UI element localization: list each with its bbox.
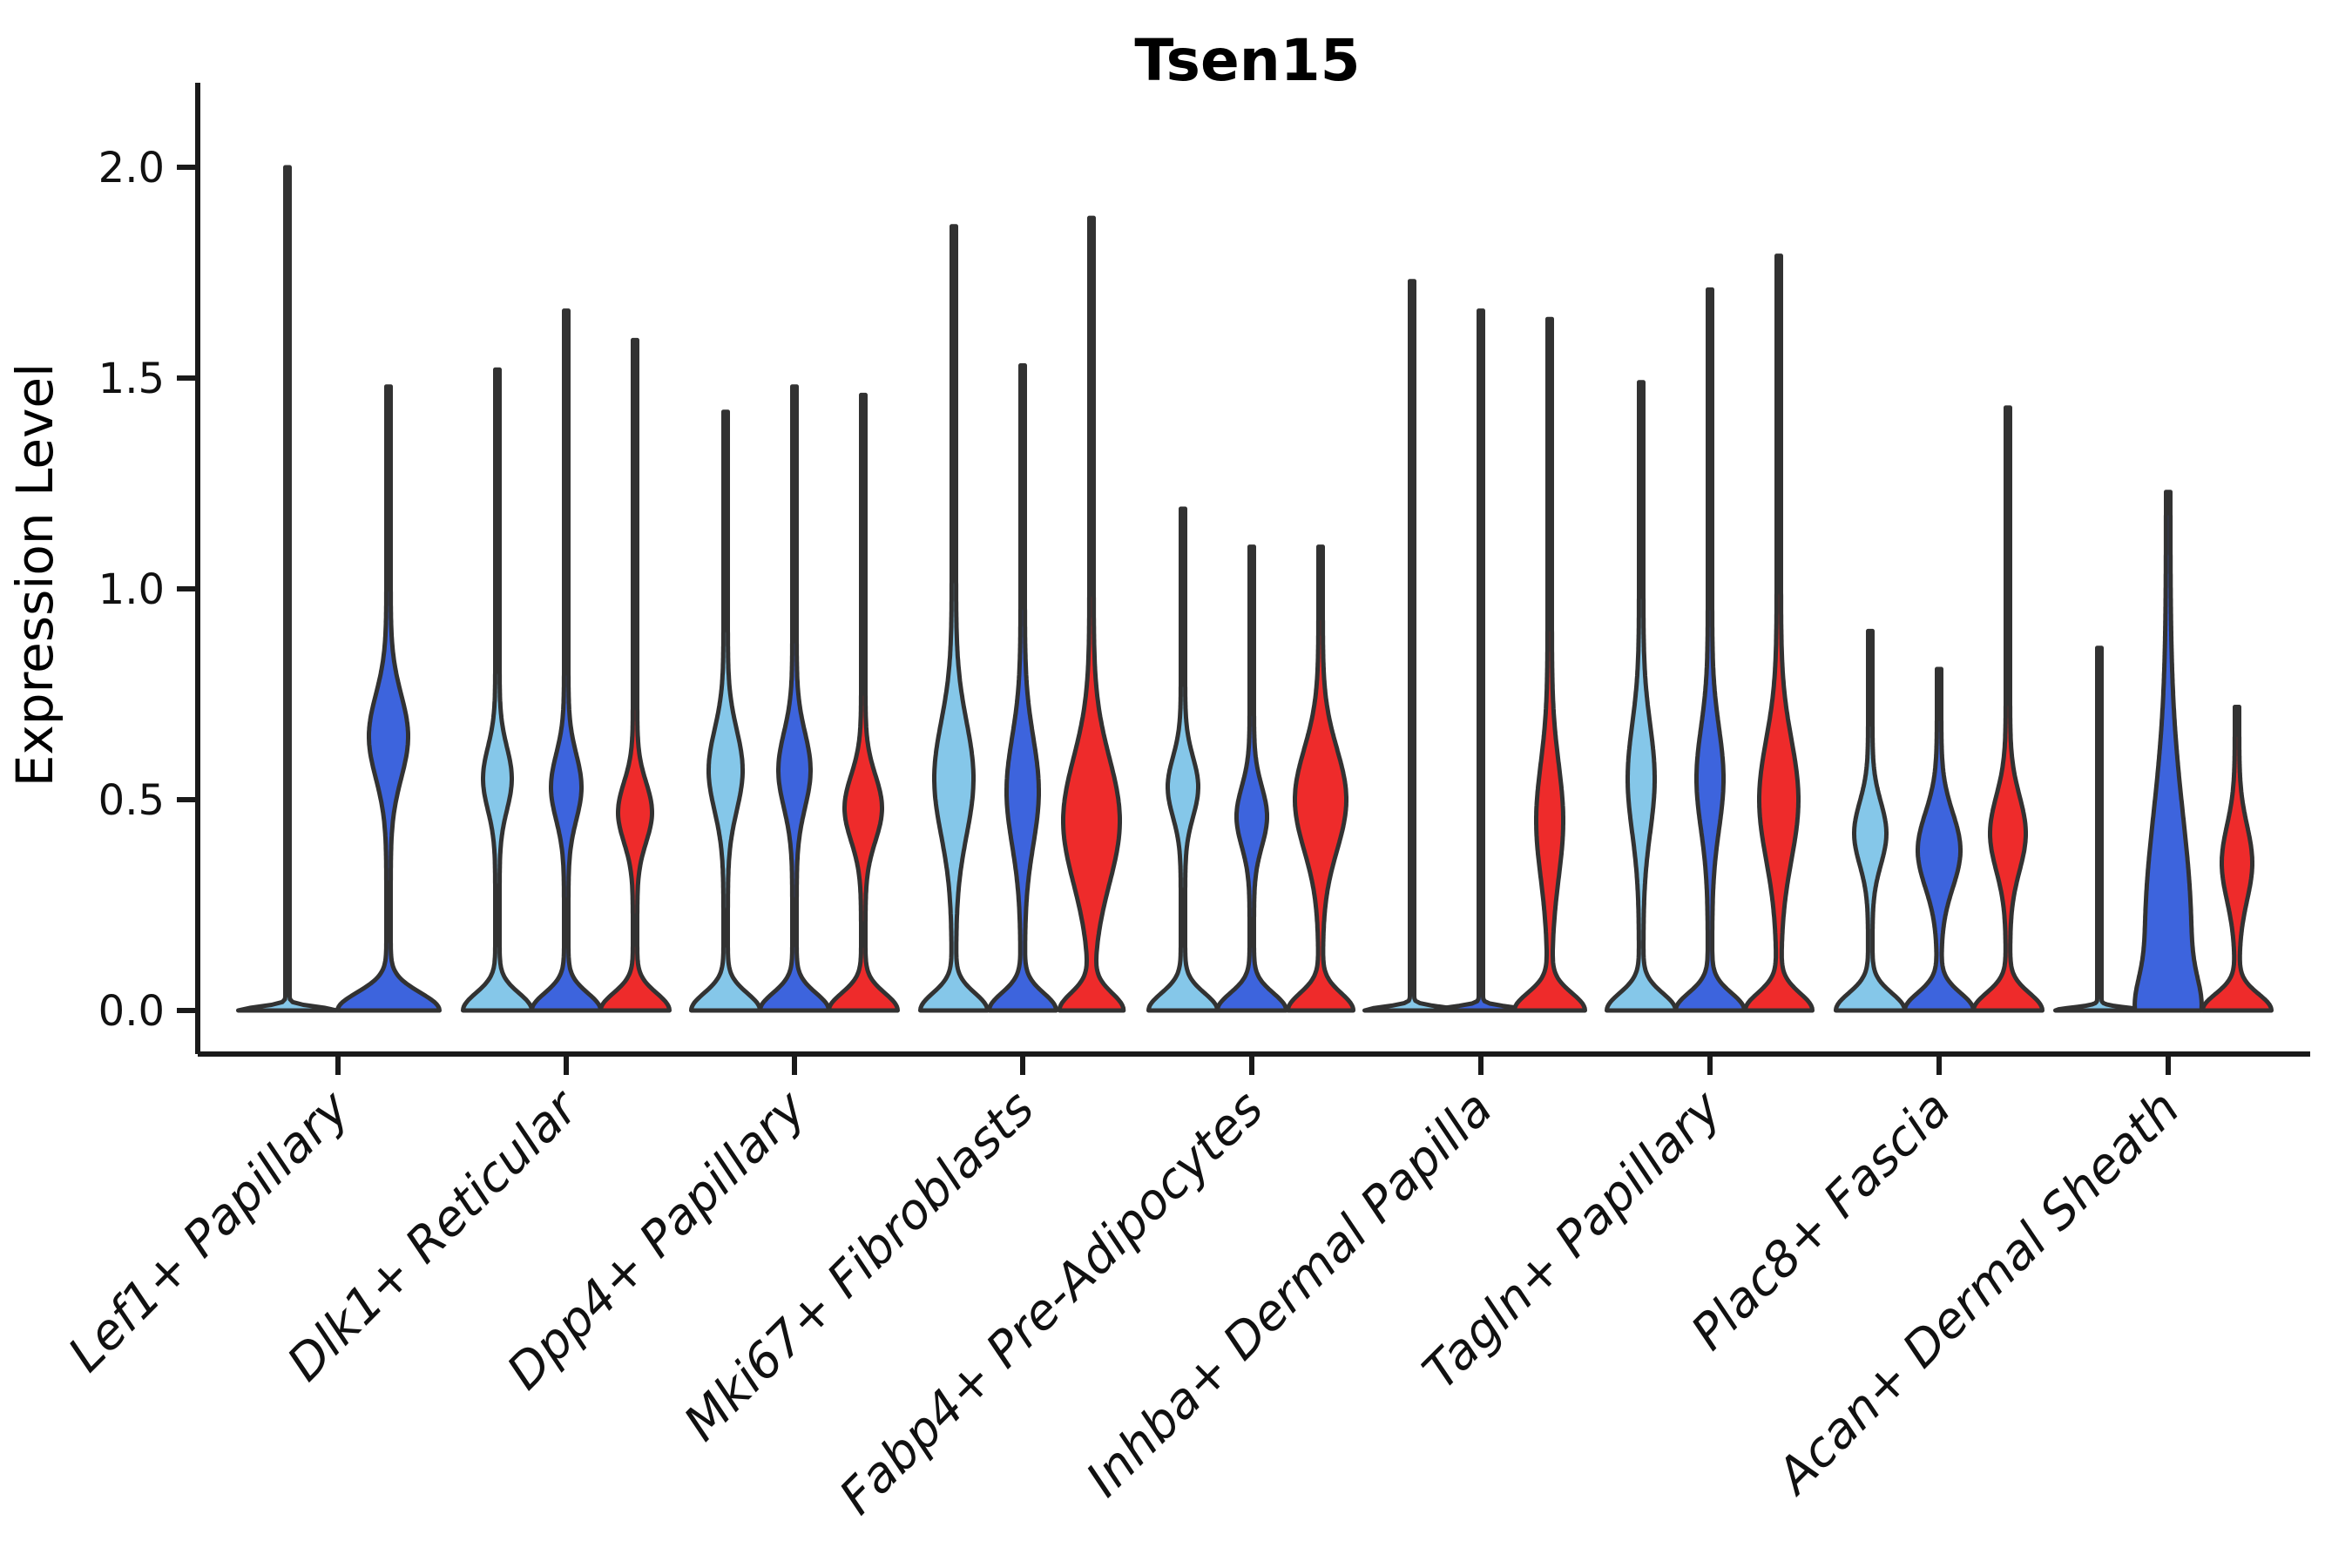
violin-Dlk1+-light_blue: [461, 367, 534, 1013]
violin-Tagln+-light_blue: [1605, 380, 1678, 1013]
violin-Mki67+-light_blue: [918, 224, 990, 1013]
violin-Acan+-red: [2200, 705, 2274, 1013]
violin-Lef1+-light_blue: [236, 165, 339, 1013]
violin-Mki67+-dark_blue: [987, 363, 1058, 1013]
violin-Dlk1+-dark_blue: [530, 308, 603, 1013]
violin-Acan+-dark_blue: [2132, 490, 2204, 1013]
violin-Lef1+-dark_blue: [335, 384, 442, 1013]
violin-Plac8+-light_blue: [1834, 628, 1907, 1013]
violin-Plac8+-red: [1971, 405, 2044, 1013]
violin-Inhba+-dark_blue: [1431, 308, 1531, 1013]
violin-Dpp4+-light_blue: [689, 409, 762, 1013]
violin-Tagln+-red: [1743, 253, 1815, 1013]
violin-Dpp4+-red: [827, 392, 900, 1013]
violin-Mki67+-red: [1057, 215, 1126, 1013]
violins-layer: [236, 165, 2274, 1013]
violin-Dpp4+-dark_blue: [758, 384, 831, 1013]
chart-title: Tsen15: [1134, 27, 1360, 94]
y-tick-label: 2.0: [98, 144, 165, 193]
violin-Plac8+-dark_blue: [1903, 666, 1976, 1013]
y-tick-label: 1.5: [98, 355, 165, 403]
y-axis-label: Expression Level: [5, 363, 64, 787]
violin-Inhba+-red: [1512, 316, 1587, 1013]
y-tick-label: 0.0: [98, 987, 165, 1036]
y-tick-label: 0.5: [98, 776, 165, 825]
violin-Dlk1+-red: [598, 337, 672, 1013]
violin-Acan+-light_blue: [2053, 645, 2146, 1013]
violin-Inhba+-light_blue: [1362, 279, 1462, 1013]
violin-Fabp4+-light_blue: [1146, 506, 1220, 1013]
violin-Tagln+-dark_blue: [1673, 287, 1747, 1013]
y-tick-label: 1.0: [98, 565, 165, 614]
violin-Fabp4+-red: [1286, 544, 1355, 1013]
violin-Fabp4+-dark_blue: [1215, 544, 1288, 1013]
